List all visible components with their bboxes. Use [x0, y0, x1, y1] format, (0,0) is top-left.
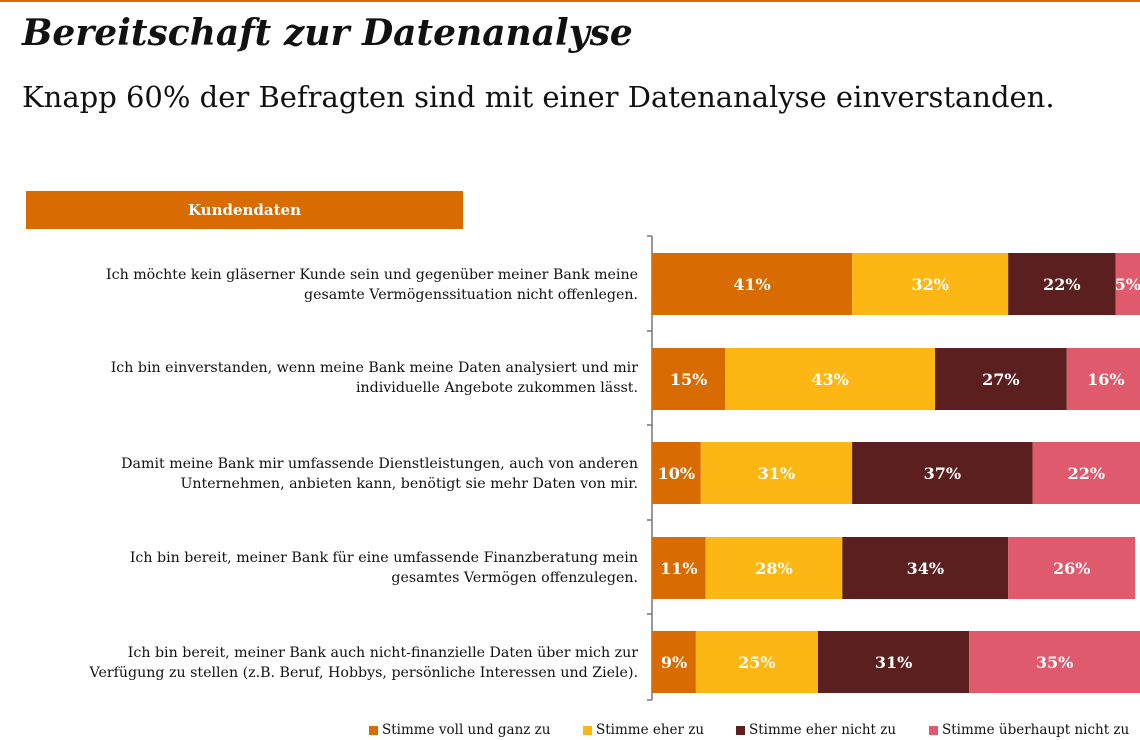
- stacked-bar-chart: 41% 32% 22% 5% 15% 43% 27% 16% 10% 31% 37% 22% 11% 28…: [647, 235, 1140, 701]
- bar-row5-series2: [695, 631, 818, 693]
- bar-row2-series4: [1066, 348, 1140, 410]
- bar-row4-series4: [1008, 537, 1136, 599]
- data-label-row4-series2: 28%: [755, 559, 792, 578]
- legend-swatch-4: [929, 725, 938, 735]
- page-subtitle: Knapp 60% der Befragten sind mit einer D…: [22, 80, 1055, 114]
- section-header: Kundendaten: [26, 191, 463, 229]
- top-accent-line: [0, 0, 1140, 2]
- bar-row5-series4: [969, 631, 1140, 693]
- bar-row3-series4: [1032, 442, 1140, 504]
- page-title: Bereitschaft zur Datenanalyse: [22, 12, 633, 54]
- legend-item-4: Stimme überhaupt nicht zu: [929, 722, 1129, 738]
- legend-item-1: Stimme voll und ganz zu: [369, 722, 550, 738]
- data-label-row2-series1: 15%: [670, 370, 707, 389]
- bar-row4-series1: [652, 537, 706, 599]
- legend-item-2: Stimme eher zu: [583, 722, 704, 738]
- bar-row3-series1: [652, 442, 701, 504]
- statement-label-4: Ich bin bereit, meiner Bank für eine umf…: [20, 548, 638, 588]
- legend-label-4: Stimme überhaupt nicht zu: [942, 722, 1130, 738]
- legend-swatch-3: [736, 725, 745, 735]
- statement-1-line-2: gesamte Vermögenssituation nicht offenle…: [303, 287, 638, 303]
- bar-row1-series1: [652, 253, 853, 315]
- data-label-row2-series3: 27%: [982, 370, 1019, 389]
- legend-label-1: Stimme voll und ganz zu: [382, 722, 551, 738]
- bar-row4-series2: [705, 537, 843, 599]
- data-label-row3-series4: 22%: [1068, 464, 1105, 483]
- data-label-row1-series3: 22%: [1043, 275, 1080, 294]
- statement-label-3: Damit meine Bank mir umfassende Dienstle…: [20, 454, 638, 494]
- data-label-row1-series4: 5%: [1115, 275, 1140, 294]
- bar-row1-series2: [852, 253, 1009, 315]
- data-label-row2-series4: 16%: [1087, 370, 1124, 389]
- bar-row2-series2: [725, 348, 935, 410]
- data-label-row3-series2: 31%: [758, 464, 795, 483]
- bar-row3-series2: [700, 442, 853, 504]
- bar-row1-series4: [1115, 253, 1140, 315]
- statement-3-line-2: Unternehmen, anbieten kann, benötigt sie…: [180, 476, 638, 492]
- statement-2-line-1: Ich bin einverstanden, wenn meine Bank m…: [110, 360, 638, 376]
- data-label-row3-series1: 10%: [658, 464, 695, 483]
- data-label-row4-series4: 26%: [1053, 559, 1090, 578]
- bar-row5-series3: [817, 631, 970, 693]
- bar-row2-series1: [652, 348, 726, 410]
- statement-1-line-1: Ich möchte kein gläserner Kunde sein und…: [106, 267, 638, 283]
- data-label-row4-series3: 34%: [907, 559, 944, 578]
- data-label-row2-series2: 43%: [811, 370, 848, 389]
- statement-4-line-2: gesamtes Vermögen offenzulegen.: [391, 570, 638, 586]
- legend-swatch-1: [369, 725, 378, 735]
- legend-label-3: Stimme eher nicht zu: [749, 722, 897, 738]
- statement-2-line-2: individuelle Angebote zukommen lässt.: [355, 380, 638, 396]
- statement-label-5: Ich bin bereit, meiner Bank auch nicht-f…: [20, 643, 638, 683]
- bar-row5-series1: [652, 631, 696, 693]
- data-label-row5-series3: 31%: [875, 653, 912, 672]
- bar-row4-series3: [842, 537, 1009, 599]
- data-label-row1-series2: 32%: [911, 275, 948, 294]
- bar-row1-series3: [1008, 253, 1116, 315]
- data-label-row1-series1: 41%: [733, 275, 770, 294]
- statement-5-line-1: Ich bin bereit, meiner Bank auch nicht-f…: [127, 645, 638, 661]
- data-label-row5-series2: 25%: [738, 653, 775, 672]
- data-label-row4-series1: 11%: [660, 559, 697, 578]
- legend-swatch-2: [583, 725, 592, 735]
- data-label-row5-series1: 9%: [661, 653, 687, 672]
- statement-3-line-1: Damit meine Bank mir umfassende Dienstle…: [121, 456, 638, 472]
- data-label-row5-series4: 35%: [1036, 653, 1073, 672]
- legend: Stimme voll und ganz zu Stimme eher zu Sti…: [0, 720, 1140, 740]
- statement-5-line-2: Verfügung zu stellen (z.B. Beruf, Hobbys…: [89, 665, 638, 681]
- legend-label-2: Stimme eher zu: [596, 722, 705, 738]
- statement-4-line-1: Ich bin bereit, meiner Bank für eine umf…: [129, 550, 638, 566]
- legend-item-3: Stimme eher nicht zu: [736, 722, 896, 738]
- statement-label-2: Ich bin einverstanden, wenn meine Bank m…: [20, 358, 638, 398]
- bar-row3-series3: [852, 442, 1033, 504]
- data-label-row3-series3: 37%: [924, 464, 961, 483]
- bar-row2-series3: [935, 348, 1067, 410]
- statement-label-1: Ich möchte kein gläserner Kunde sein und…: [20, 265, 638, 305]
